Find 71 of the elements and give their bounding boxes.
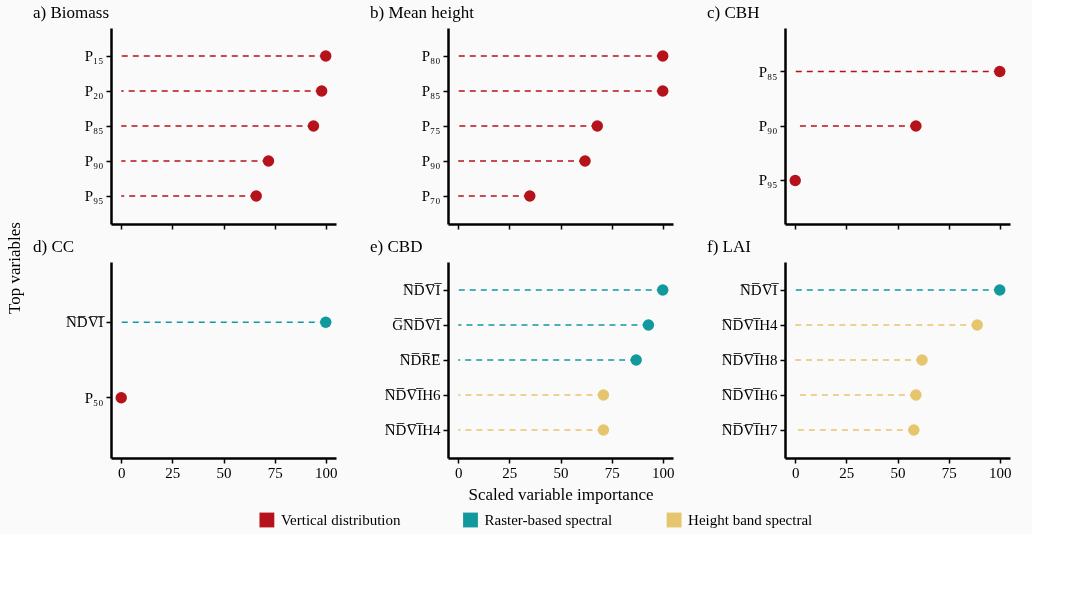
x-tick-label: 25 (839, 464, 855, 481)
y-tick-label: P₇₀ (421, 188, 441, 204)
point (994, 284, 1006, 296)
x-tick-label: 75 (941, 464, 957, 481)
point (910, 389, 922, 401)
chart-title: a) Biomass (33, 3, 110, 22)
point (657, 85, 669, 97)
x-tick-label: 50 (890, 464, 906, 481)
x-tick-label: 0 (117, 464, 126, 481)
legend-label: Height band spectral (688, 512, 813, 528)
chart-title: f) LAI (707, 237, 752, 256)
y-tick-label: P₉₀ (758, 118, 778, 134)
y-tick-label: N̅D̅V̅I̅H7 (721, 422, 778, 438)
point (262, 155, 275, 167)
x-tick-label: 75 (267, 464, 283, 481)
x-tick-label: 100 (652, 464, 675, 481)
y-tick-label: N̅D̅V̅I̅H6 (384, 387, 441, 403)
x-tick-label: 50 (553, 464, 569, 481)
point (315, 85, 328, 97)
x-tick-label: 100 (989, 464, 1012, 481)
x-tick-label: 25 (165, 464, 181, 481)
x-tick-label: 0 (454, 464, 463, 481)
x-tick-label: 50 (216, 464, 232, 481)
y-tick-label: P₈₅ (84, 118, 104, 134)
y-tick-label: P₉₀ (84, 153, 104, 169)
y-tick-label: N̅D̅V̅I̅H4 (384, 422, 441, 438)
point (657, 284, 669, 296)
chart-title: c) CBH (707, 3, 760, 22)
y-tick-label: P₈₀ (421, 48, 441, 64)
y-tick-label: P₈₅ (758, 63, 778, 80)
y-tick-label: N̅D̅V̅I̅H6 (721, 387, 778, 403)
y-tick-label: P₁₅ (84, 48, 104, 64)
y-tick-label: P₈₅ (421, 83, 441, 99)
y-tick-label: N̅D̅V̅I̅H8 (721, 352, 778, 368)
y-tick-label: N̅D̅V̅I̅H4 (721, 317, 778, 333)
point (579, 155, 591, 167)
x-tick-label: 75 (604, 464, 620, 481)
point (908, 424, 920, 436)
point (597, 424, 610, 436)
point (591, 120, 604, 132)
point (657, 50, 669, 62)
chart-title: d) CC (33, 237, 75, 256)
y-tick-label: N̅D̅V̅I̅ (66, 314, 106, 331)
point (916, 354, 928, 366)
y-tick-label: P₉₅ (84, 188, 104, 204)
y-tick-label: G̅N̅D̅V̅I̅ (392, 317, 443, 333)
y-tick-label: P₉₅ (758, 172, 778, 189)
legend-label: Raster-based spectral (484, 512, 613, 528)
y-tick-label: N̅D̅V̅I̅ (740, 282, 780, 298)
y-tick-label: N̅D̅V̅I̅ (403, 282, 443, 298)
point (524, 190, 536, 202)
x-tick-label: 100 (315, 464, 338, 481)
x-tick-label: 0 (791, 464, 800, 481)
y-axis-title: Top variables (5, 222, 24, 314)
point (642, 319, 655, 331)
x-tick-label: 25 (502, 464, 518, 481)
chart-title: e) CBD (370, 237, 423, 256)
y-tick-label: P₉₀ (421, 153, 441, 169)
y-tick-label: P₇₅ (421, 118, 441, 134)
point (250, 190, 262, 202)
x-axis-title: Scaled variable importance (468, 484, 654, 504)
chart-title: b) Mean height (370, 3, 475, 22)
point (320, 50, 332, 62)
y-tick-label: P₅₀ (84, 389, 104, 406)
point (307, 120, 320, 132)
y-tick-label: P₂₀ (84, 83, 104, 99)
point (971, 319, 983, 331)
point (597, 389, 610, 401)
y-tick-label: N̅D̅R̅E̅ (399, 352, 441, 368)
legend-label: Vertical distribution (280, 512, 401, 528)
point (630, 354, 642, 366)
